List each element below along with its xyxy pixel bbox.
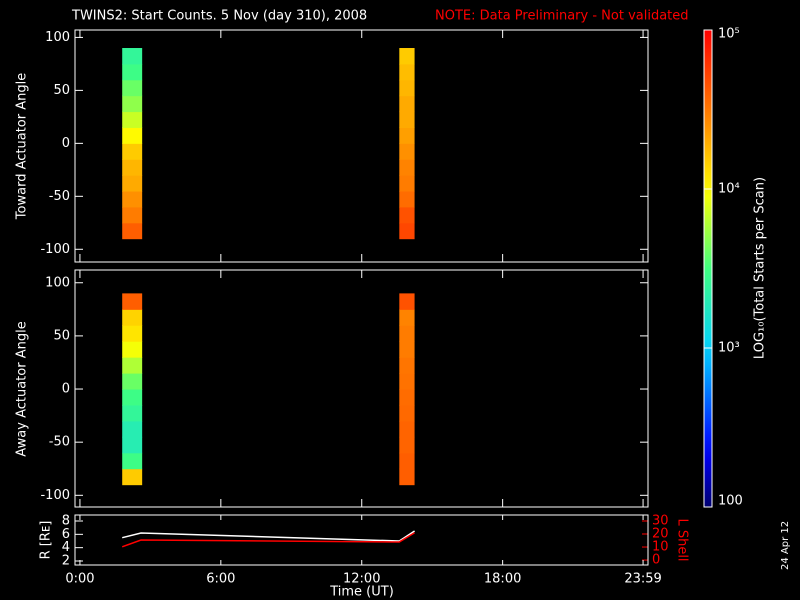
heatmap-cell — [399, 404, 415, 422]
heatmap-cell — [399, 420, 415, 438]
plot-frame — [74, 269, 649, 508]
heatmap-cell — [122, 293, 143, 310]
heatmap-cell — [122, 63, 143, 81]
heatmap-cell — [122, 436, 143, 454]
y2-tick-label: 0 — [652, 553, 660, 568]
y-tick-label: -50 — [49, 435, 70, 450]
colorbar-tick-label: 10⁴ — [718, 182, 740, 197]
y-tick-label: 8 — [62, 514, 70, 529]
y2-tick-label: 30 — [652, 513, 669, 528]
heatmap-cell — [399, 127, 415, 144]
heatmap-cell — [122, 309, 143, 326]
y-axis-label: Away Actuator Angle — [15, 321, 30, 456]
colorbar-tick-label: 10³ — [718, 341, 740, 356]
y2-tick-label: 10 — [652, 540, 669, 555]
heatmap-cell — [122, 127, 143, 144]
heatmap-cell — [399, 436, 415, 454]
heatmap-cell — [399, 159, 415, 176]
heatmap-cell — [122, 191, 143, 208]
heatmap-cell — [399, 452, 415, 470]
heatmap-cell — [399, 222, 415, 240]
y-tick-label: -100 — [40, 488, 70, 503]
colorbar-label: LOG₁₀(Total Starts per Scan) — [753, 177, 768, 359]
heatmap-cell — [122, 222, 143, 240]
heatmap-cell — [399, 111, 415, 128]
colorbar — [703, 29, 713, 508]
y-tick-label: 0 — [62, 382, 70, 397]
heatmap-cell — [122, 48, 143, 65]
data-line — [121, 532, 415, 548]
y-tick-label: 2 — [62, 554, 70, 569]
title: TWINS2: Start Counts. 5 Nov (day 310), 2… — [71, 9, 367, 24]
heatmap-cell — [122, 206, 143, 224]
heatmap-cell — [122, 357, 143, 374]
y2-tick-label: 20 — [652, 527, 669, 542]
heatmap-cell — [122, 95, 143, 113]
heatmap-cell — [399, 206, 415, 224]
heatmap-cell — [122, 143, 143, 160]
heatmap-cell — [122, 389, 143, 406]
colorbar-tick-label: 100 — [718, 494, 743, 509]
x-tick-label: 23:59 — [624, 572, 661, 587]
heatmap-cell — [122, 341, 143, 358]
heatmap-cell — [399, 373, 415, 390]
heatmap-cell — [399, 48, 415, 65]
colorbar-tick-label: 10⁵ — [718, 27, 740, 42]
heatmap-cell — [122, 325, 143, 342]
heatmap-cell — [122, 452, 143, 470]
y-tick-label: 50 — [53, 83, 70, 98]
y-tick-label: 50 — [53, 328, 70, 343]
note: NOTE: Data Preliminary - Not validated — [435, 9, 689, 24]
y-tick-label: 0 — [62, 136, 70, 151]
heatmap-cell — [399, 309, 415, 326]
y-tick-label: 4 — [62, 540, 70, 555]
data-line — [122, 530, 415, 542]
y-tick-label: 100 — [45, 275, 70, 290]
plot-frame — [74, 29, 649, 263]
y-tick-label: -100 — [40, 242, 70, 257]
heatmap-cell — [399, 95, 415, 113]
y-tick-label: 100 — [45, 30, 70, 45]
date-stamp: 24 Apr 12 — [780, 521, 791, 570]
heatmap-cell — [122, 373, 143, 390]
x-tick-label: 6:00 — [206, 572, 235, 587]
heatmap-cell — [122, 159, 143, 176]
heatmap-cell — [399, 191, 415, 208]
y-tick-label: -50 — [49, 189, 70, 204]
heatmap-cell — [399, 79, 415, 97]
x-tick-label: 0:00 — [65, 572, 94, 587]
heatmap-cell — [399, 63, 415, 81]
heatmap-cell — [122, 468, 143, 486]
heatmap-cell — [399, 468, 415, 486]
heatmap-cell — [122, 420, 143, 438]
y-axis-label: Toward Actuator Angle — [15, 73, 30, 220]
y2-axis-label: L Shell — [675, 518, 690, 561]
x-tick-label: 12:00 — [343, 572, 380, 587]
heatmap-cell — [399, 325, 415, 342]
heatmap-cell — [399, 175, 415, 192]
x-axis-label: Time (UT) — [329, 585, 394, 600]
heatmap-cell — [399, 293, 415, 310]
heatmap-cell — [122, 111, 143, 128]
heatmap-cell — [122, 404, 143, 422]
y-tick-label: 6 — [62, 527, 70, 542]
heatmap-cell — [122, 175, 143, 192]
x-tick-label: 18:00 — [484, 572, 521, 587]
heatmap-cell — [399, 389, 415, 406]
heatmap-cell — [399, 357, 415, 374]
heatmap-cell — [399, 341, 415, 358]
heatmap-cell — [399, 143, 415, 160]
heatmap-cell — [122, 79, 143, 97]
y-axis-label: R [Rᴇ] — [39, 521, 54, 560]
